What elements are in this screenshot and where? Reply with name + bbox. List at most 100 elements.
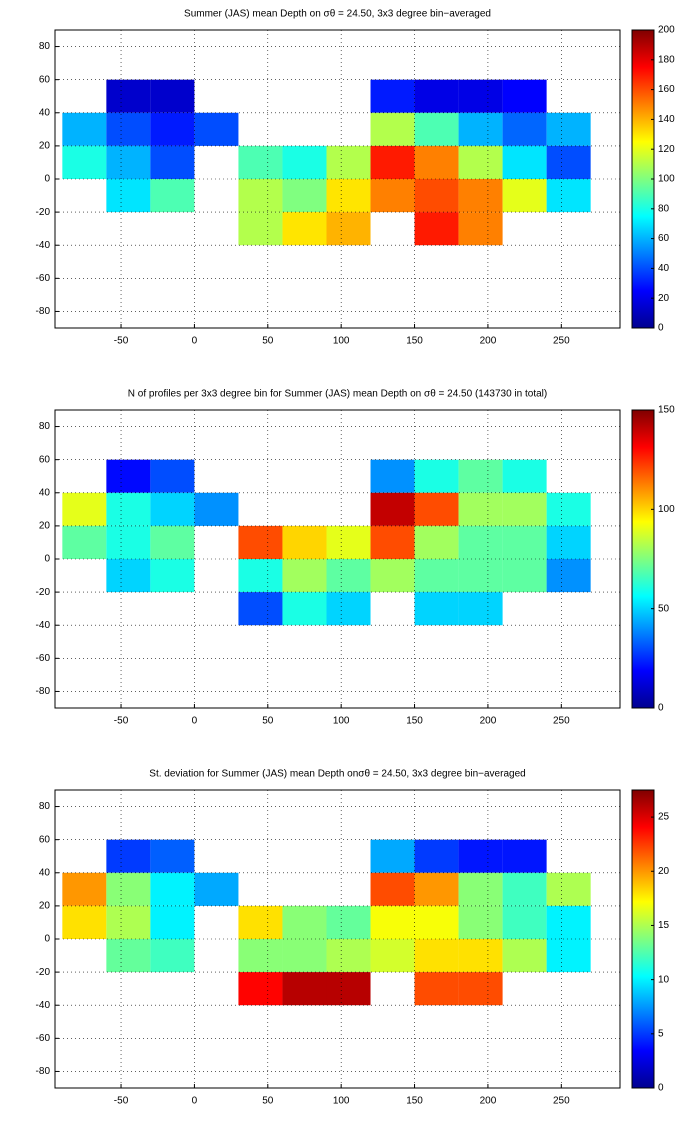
heat-cell: [194, 492, 239, 526]
chart-title: Summer (JAS) mean Depth on σθ = 24.50, 3…: [184, 9, 491, 20]
heat-cell: [238, 939, 283, 973]
heat-cell: [150, 905, 195, 939]
heat-cell: [546, 492, 591, 526]
heat-cell: [326, 905, 371, 939]
heat-cell: [414, 179, 459, 213]
heat-cell: [62, 492, 107, 526]
heat-cell: [502, 525, 547, 559]
heat-cell: [414, 972, 459, 1006]
x-tick-label: -50: [114, 716, 129, 727]
colorbar-tick-label: 200: [658, 25, 675, 36]
heat-cell: [282, 559, 327, 593]
y-tick-label: 0: [44, 934, 50, 945]
heat-cell: [414, 492, 459, 526]
y-tick-label: -80: [36, 686, 51, 697]
plot-frame: [54, 29, 621, 329]
heat-cell: [106, 525, 151, 559]
heat-cell: [370, 79, 415, 113]
colorbar-tick-label: 180: [658, 54, 675, 65]
y-tick-label: -20: [36, 207, 51, 218]
x-tick-label: 100: [333, 336, 350, 347]
x-tick-label: 0: [192, 716, 198, 727]
y-tick-label: 0: [44, 554, 50, 565]
x-tick-label: 50: [262, 1096, 274, 1107]
heat-cell: [370, 939, 415, 973]
y-tick-label: -60: [36, 273, 51, 284]
chart-title: St. deviation for Summer (JAS) mean Dept…: [149, 769, 525, 780]
heat-cell: [458, 79, 503, 113]
heat-cell: [414, 145, 459, 179]
plot-frame: [54, 409, 621, 709]
heat-cell: [414, 459, 459, 493]
heat-cell: [502, 112, 547, 146]
heat-cell: [458, 905, 503, 939]
colorbar-tick-label: 40: [658, 263, 670, 274]
y-tick-label: -20: [36, 587, 51, 598]
heat-cell: [370, 459, 415, 493]
heat-cell: [502, 559, 547, 593]
y-tick-label: -60: [36, 1033, 51, 1044]
colorbar-tick-label: 20: [658, 866, 670, 877]
y-tick-label: 20: [39, 521, 51, 532]
heat-cell: [326, 212, 371, 246]
heat-cell: [62, 112, 107, 146]
heat-cell: [106, 939, 151, 973]
heat-cell: [150, 179, 195, 213]
heat-cell: [546, 905, 591, 939]
heat-cell: [150, 939, 195, 973]
heat-cell: [238, 559, 283, 593]
colorbar-tick-label: 150: [658, 405, 675, 416]
heat-cell: [238, 592, 283, 626]
heat-cell: [106, 79, 151, 113]
heat-cell: [106, 872, 151, 906]
colorbar-tick-label: 15: [658, 920, 670, 931]
heat-cell: [282, 525, 327, 559]
x-tick-label: 150: [406, 716, 423, 727]
heat-cell: [282, 939, 327, 973]
heat-cell: [62, 145, 107, 179]
x-tick-label: 0: [192, 1096, 198, 1107]
heat-cell: [150, 492, 195, 526]
heat-cell: [238, 212, 283, 246]
heat-cell: [106, 559, 151, 593]
heat-cell: [546, 559, 591, 593]
heat-cell: [414, 559, 459, 593]
heat-cell: [414, 592, 459, 626]
heat-cell: [326, 145, 371, 179]
heat-cell: [150, 525, 195, 559]
heat-cell: [458, 839, 503, 873]
y-tick-label: 0: [44, 174, 50, 185]
heat-cell: [282, 212, 327, 246]
y-tick-label: -40: [36, 1000, 51, 1011]
heat-cell: [370, 492, 415, 526]
heat-cell: [282, 179, 327, 213]
heat-cell: [414, 525, 459, 559]
heat-cell: [546, 939, 591, 973]
y-tick-label: 40: [39, 487, 51, 498]
heat-cell: [106, 459, 151, 493]
y-tick-label: 60: [39, 834, 51, 845]
heat-cell: [106, 492, 151, 526]
heat-cell: [282, 905, 327, 939]
colorbar-tick-label: 0: [658, 323, 664, 334]
heat-cell: [502, 145, 547, 179]
heat-cell: [150, 459, 195, 493]
heat-cell: [238, 525, 283, 559]
heat-cell: [326, 525, 371, 559]
colorbar-tick-label: 100: [658, 504, 675, 515]
x-tick-label: -50: [114, 336, 129, 347]
heat-cell: [106, 905, 151, 939]
heat-cell: [238, 179, 283, 213]
heat-cell: [150, 839, 195, 873]
y-tick-label: -20: [36, 967, 51, 978]
heat-cell: [502, 459, 547, 493]
heat-cell: [106, 839, 151, 873]
y-tick-label: 40: [39, 107, 51, 118]
y-tick-label: -80: [36, 1066, 51, 1077]
heat-cell: [458, 212, 503, 246]
heat-cell: [502, 492, 547, 526]
heat-cell: [370, 112, 415, 146]
x-tick-label: 100: [333, 1096, 350, 1107]
heat-cell: [62, 872, 107, 906]
heat-cell: [414, 79, 459, 113]
